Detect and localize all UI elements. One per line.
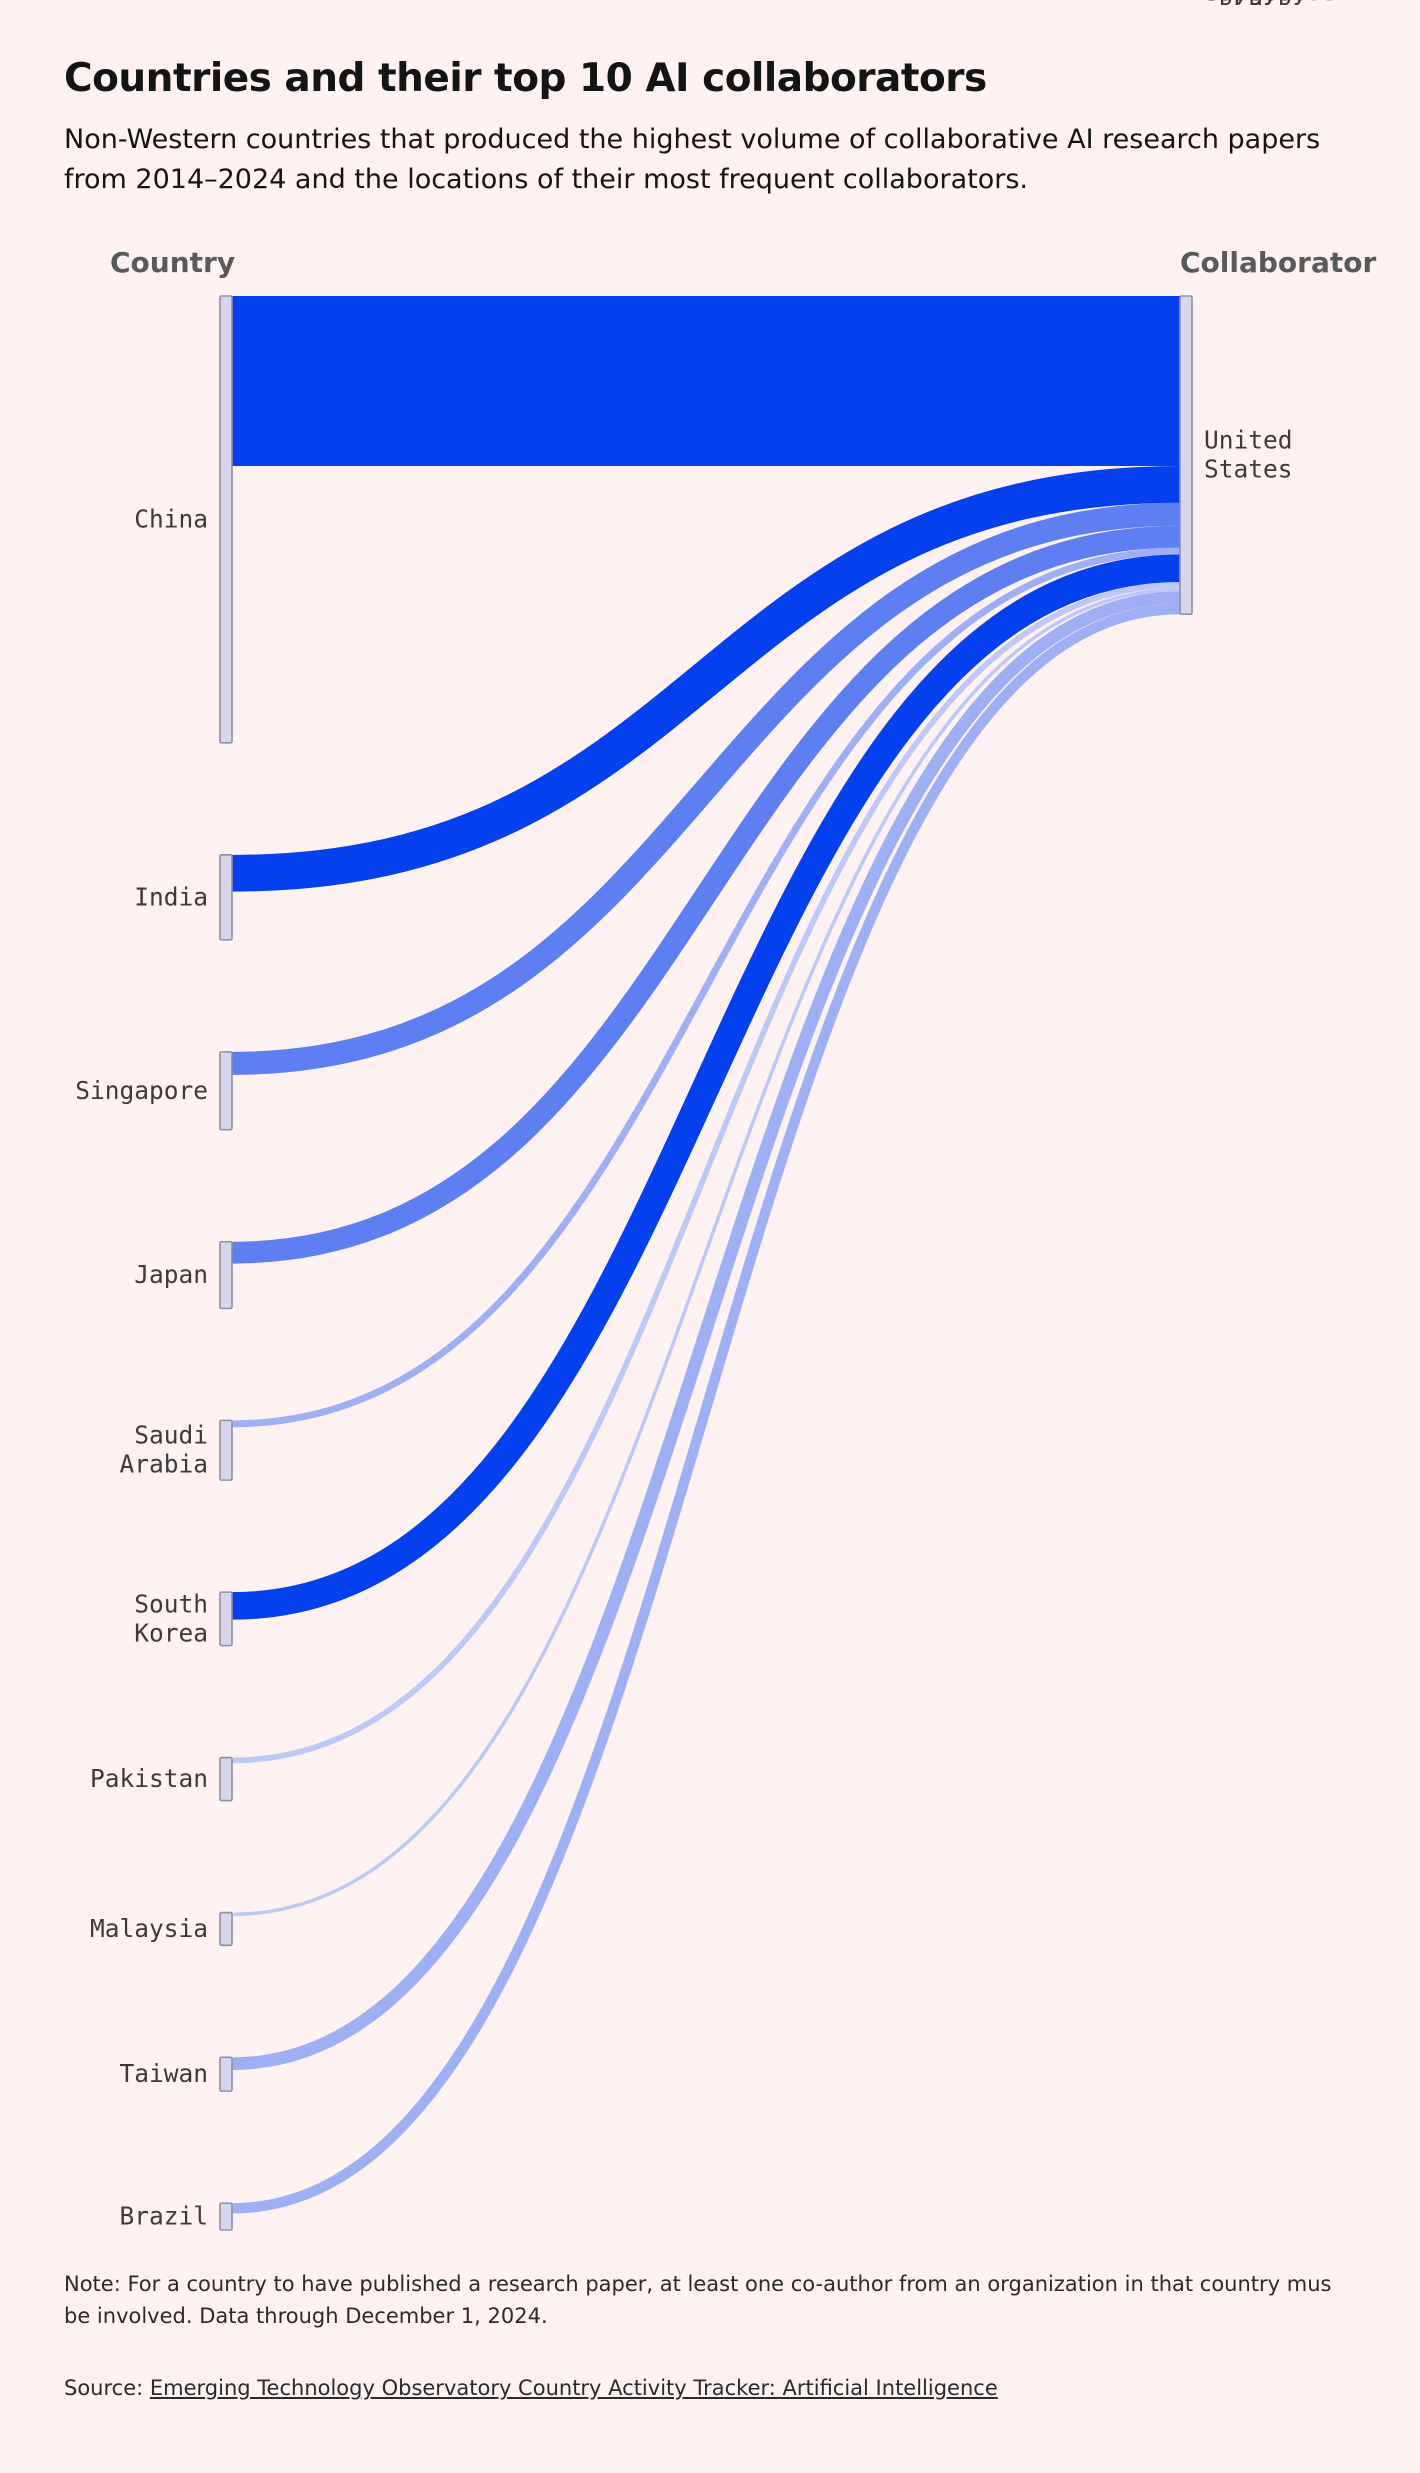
target-label-japan: Japan — [1204, 0, 1278, 6]
target-label-spain: Spain — [1204, 0, 1278, 6]
source-label-south-korea-line-1: South — [134, 1589, 208, 1618]
link-japan-to-united-states — [231, 525, 1181, 1264]
target-label-portugal: Portugal — [1204, 0, 1322, 6]
target-label-united-arab-emirates-line-1: United — [1204, 0, 1293, 6]
link-saudi-arabia-to-united-states — [231, 547, 1181, 1428]
source-node-japan — [219, 1240, 233, 1310]
target-label-united-arab-emirates-line-2: Arab — [1204, 0, 1263, 6]
source-label-south-korea-line-2: Korea — [134, 1618, 208, 1647]
target-label-australia: Australia — [1204, 0, 1337, 6]
chart-subtitle: Non-Western countries that produced the … — [64, 124, 1321, 195]
source-label-malaysia: Malaysia — [90, 1914, 208, 1943]
source-label-brazil: Brazil — [119, 2202, 208, 2231]
target-label-iraq: Iraq — [1204, 0, 1263, 6]
source-label-china: China — [134, 504, 208, 533]
links-layer — [231, 295, 1181, 2214]
source-label-singapore: Singapore — [75, 1076, 208, 1105]
left-column-header: Country — [110, 246, 235, 279]
source-label-pakistan: Pakistan — [90, 1764, 208, 1793]
link-pakistan-to-united-states — [231, 582, 1181, 1764]
chart-title: Countries and their top 10 AI collaborat… — [64, 56, 987, 101]
target-label-india: India — [1204, 0, 1278, 6]
target-label-tunisia: Tunisia — [1204, 0, 1307, 6]
target-label-germany: Germany — [1204, 0, 1307, 6]
target-label-pakistan: Pakistan — [1204, 0, 1322, 6]
source-node-malaysia — [219, 1911, 233, 1947]
link-taiwan-to-united-states — [231, 591, 1181, 2070]
target-label-canada: Canada — [1204, 0, 1293, 6]
source-label-india: India — [134, 882, 208, 911]
right-column-header: Collaborator — [1180, 246, 1376, 279]
source-line: Source: Emerging Technology Observatory … — [64, 2376, 998, 2400]
source-label-taiwan: Taiwan — [119, 2059, 208, 2088]
source-node-brazil — [219, 2202, 233, 2231]
target-label-italy: Italy — [1204, 0, 1278, 6]
target-label-united-states-line-1: United — [1204, 426, 1293, 455]
target-label-south-korea-line-1: South — [1204, 0, 1278, 6]
source-node-saudi-arabia — [219, 1419, 233, 1481]
source-label-japan: Japan — [134, 1260, 208, 1289]
source-node-india — [219, 854, 233, 941]
link-india-to-united-states — [231, 466, 1181, 892]
target-label-vietnam: Vietnam — [1204, 0, 1307, 6]
source-node-singapore — [219, 1051, 233, 1131]
target-label-france: France — [1204, 0, 1293, 6]
target-label-singapore: Singapore — [1204, 0, 1337, 6]
source-link[interactable]: Emerging Technology Observatory Country … — [149, 2376, 998, 2400]
target-label-united-kingdom-line-1: United — [1204, 0, 1293, 6]
target-label-south-korea-line-2: Korea — [1204, 0, 1278, 6]
source-label-saudi-arabia-line-2: Arabia — [119, 1450, 208, 1479]
source-node-south-korea — [219, 1591, 233, 1647]
target-label-united-kingdom-line-2: Kingdom — [1204, 0, 1307, 6]
source-node-taiwan — [219, 2056, 233, 2092]
target-label-saudi-arabia-line-2: Arabia — [1204, 0, 1293, 6]
target-label-united-states-line-2: States — [1204, 455, 1293, 484]
target-label-indonesia: Indonesia — [1204, 0, 1337, 6]
source-node-pakistan — [219, 1756, 233, 1802]
source-label: Source: — [64, 2376, 150, 2400]
target-label-saudi-arabia-line-1: Saudi — [1204, 0, 1278, 6]
link-malaysia-to-united-states — [231, 587, 1181, 1917]
footnote: Note: For a country to have published a … — [64, 2272, 1332, 2328]
source-label-saudi-arabia-line-1: Saudi — [134, 1421, 208, 1450]
target-node-united-states — [1179, 295, 1193, 616]
link-brazil-to-united-states — [231, 603, 1181, 2214]
sankey-chart: ChinaIndiaSingaporeJapanSaudiArabiaSouth… — [75, 0, 1376, 2231]
link-singapore-to-united-states — [231, 502, 1181, 1075]
nodes-layer: ChinaIndiaSingaporeJapanSaudiArabiaSouth… — [75, 0, 1337, 2231]
link-south-korea-to-united-states — [231, 554, 1181, 1620]
target-label-china: China — [1204, 0, 1278, 6]
target-label-united-arab-emirates-line-3: Emirates — [1204, 0, 1322, 6]
target-label-taiwan: Taiwan — [1204, 0, 1293, 6]
target-label-egypt: Egypt — [1204, 0, 1278, 6]
target-label-malaysia: Malaysia — [1204, 0, 1322, 6]
source-node-china — [219, 295, 233, 744]
